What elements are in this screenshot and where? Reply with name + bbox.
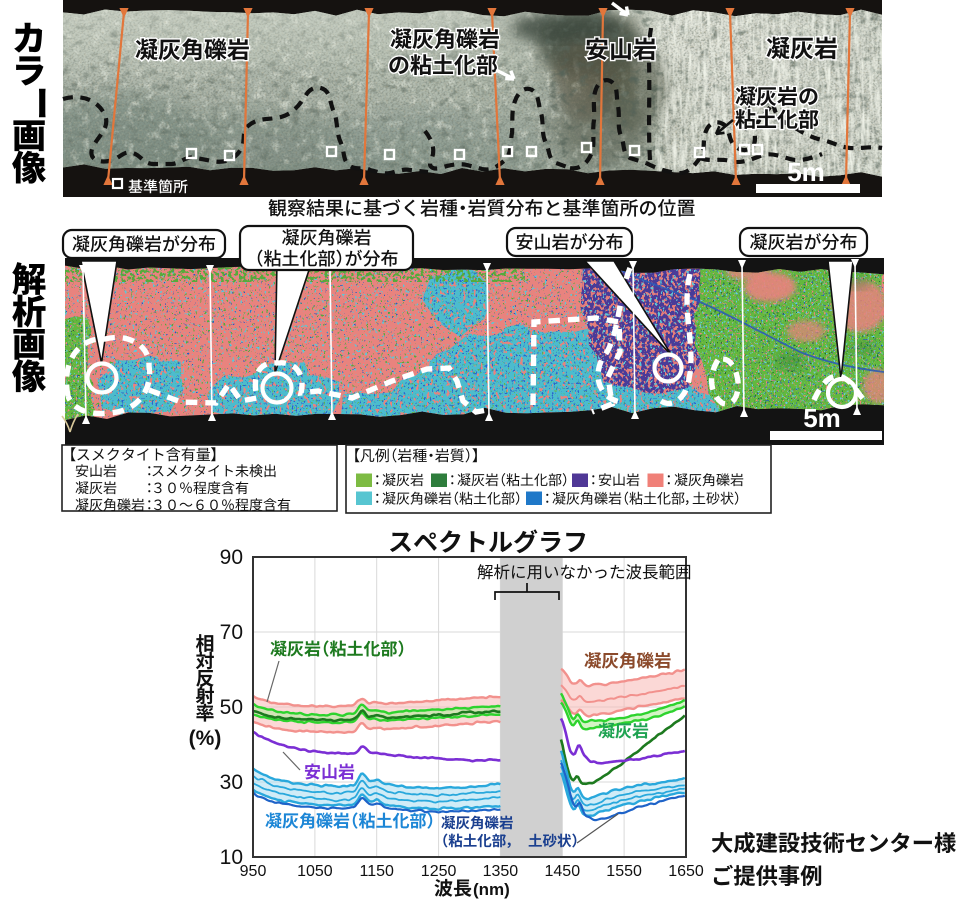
svg-text:(nm): (nm) xyxy=(473,880,510,899)
svg-text:1150: 1150 xyxy=(359,863,394,880)
svg-text:90: 90 xyxy=(220,546,243,569)
svg-text:1550: 1550 xyxy=(606,863,642,880)
svg-text:950: 950 xyxy=(240,863,267,880)
svg-text:(%): (%) xyxy=(189,727,222,750)
svg-text:70: 70 xyxy=(220,621,243,644)
svg-text:5m: 5m xyxy=(803,403,841,433)
svg-text:30: 30 xyxy=(220,771,243,794)
svg-text:1650: 1650 xyxy=(668,863,704,880)
svg-text:50: 50 xyxy=(220,696,243,719)
svg-text:1350: 1350 xyxy=(483,863,519,880)
svg-text:10: 10 xyxy=(220,846,243,869)
svg-text:1050: 1050 xyxy=(297,863,333,880)
svg-text:1250: 1250 xyxy=(421,863,457,880)
svg-text:1450: 1450 xyxy=(545,863,581,880)
svg-text:5m: 5m xyxy=(787,157,825,187)
